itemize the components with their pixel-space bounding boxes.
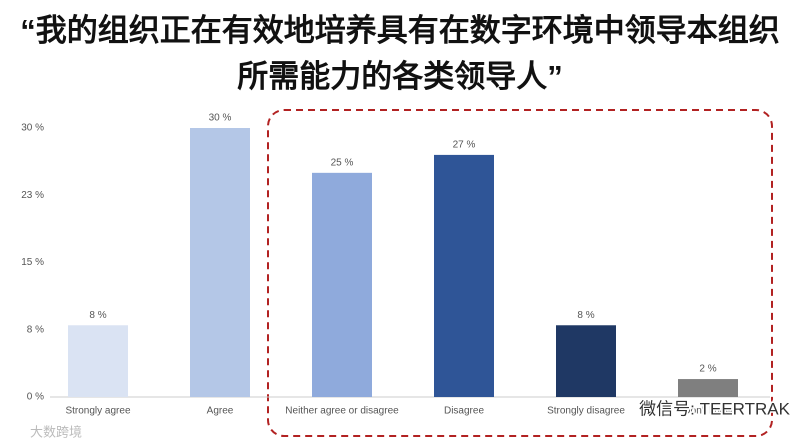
value-label: 27 %	[453, 140, 476, 151]
y-tick-label: 0 %	[27, 392, 44, 403]
y-tick-label: 15 %	[21, 257, 44, 268]
y-tick-label: 23 %	[21, 190, 44, 201]
value-label: 30 %	[209, 113, 232, 124]
x-tick-label: Strongly disagree	[547, 406, 625, 417]
bar	[556, 325, 616, 397]
value-label: 8 %	[89, 310, 106, 321]
value-label: 8 %	[577, 310, 594, 321]
chart-title: “我的组织正在有效地培养具有在数字环境中领导本组织所需能力的各类领导人”	[20, 13, 780, 94]
x-tick-label: Strongly agree	[65, 406, 130, 417]
x-tick-label: Agree	[207, 406, 234, 417]
y-tick-label: 8 %	[27, 324, 44, 335]
watermark: 大数跨境	[30, 424, 82, 439]
x-tick-label: Neither agree or disagree	[285, 406, 399, 417]
x-tick-label: Disagree	[444, 406, 484, 417]
bar	[68, 325, 128, 397]
x-tick-label: Don't know	[683, 406, 733, 417]
watermark: 微信号: TEERTRAK	[639, 399, 790, 418]
bar	[312, 172, 372, 397]
bar	[434, 154, 494, 397]
bar	[678, 379, 738, 397]
value-label: 25 %	[331, 157, 354, 168]
y-tick-label: 30 %	[21, 123, 44, 134]
bar	[190, 128, 250, 397]
value-label: 2 %	[699, 364, 716, 375]
